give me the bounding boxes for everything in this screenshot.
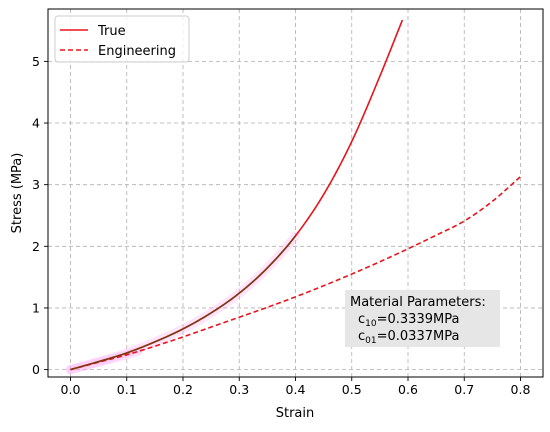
x-tick-label: 0.0: [61, 382, 81, 397]
legend-label-true: True: [97, 24, 126, 39]
x-axis-label: Strain: [276, 406, 315, 421]
annotation-box: [345, 290, 500, 347]
y-tick-label: 5: [32, 54, 40, 69]
x-tick-label: 0.7: [454, 382, 474, 397]
material-parameters-annotation: Material Parameters: c10=0.3339MPa c01=0…: [345, 290, 500, 347]
y-tick-label: 2: [32, 239, 40, 254]
legend-label-engineering: Engineering: [98, 44, 176, 59]
param-symbol-c10: c: [358, 312, 365, 327]
param-value-c01: =0.0337MPa: [377, 329, 460, 344]
param-symbol-c01: c: [358, 329, 365, 344]
series-line-engineering: [70, 176, 522, 371]
grid-lines: [48, 9, 543, 377]
series-layer: [66, 19, 522, 375]
param-subscript-c10: 10: [365, 319, 377, 329]
param-value-c10: =0.3339MPa: [377, 312, 460, 327]
annotation-title: Material Parameters:: [350, 295, 486, 310]
x-tick-label: 0.2: [173, 382, 193, 397]
y-tick-label: 3: [32, 177, 40, 192]
x-tick-label: 0.6: [398, 382, 418, 397]
param-subscript-c01: 01: [365, 336, 376, 346]
y-tick-label: 4: [32, 116, 40, 131]
x-tick-label: 0.8: [511, 382, 531, 397]
x-tick-label: 0.4: [286, 382, 306, 397]
x-tick-label: 0.3: [229, 382, 249, 397]
x-tick-label: 0.1: [117, 382, 137, 397]
annotation-line-c01: c01=0.0337MPa: [358, 329, 459, 346]
overlay-line-fitted: [70, 235, 297, 371]
annotation-line-c10: c10=0.3339MPa: [358, 312, 459, 329]
legend: True Engineering: [54, 15, 190, 63]
y-tick-label: 0: [32, 362, 40, 377]
y-axis-label: Stress (MPa): [10, 153, 25, 234]
legend-box: [54, 15, 190, 63]
y-tick-label: 1: [32, 300, 40, 315]
x-tick-label: 0.5: [342, 382, 362, 397]
